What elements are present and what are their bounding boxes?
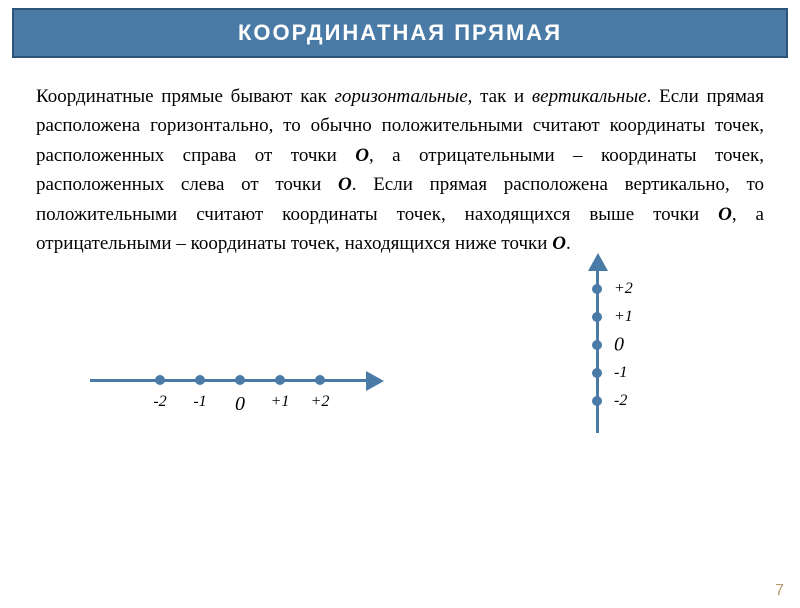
h-axis-point xyxy=(315,375,325,385)
v-axis-label: -1 xyxy=(614,364,627,382)
h-axis-point xyxy=(235,375,245,385)
body-paragraph: Координатные прямые бывают как горизонта… xyxy=(0,58,800,269)
italic-vertical: вертикальные xyxy=(532,86,647,107)
v-axis-point xyxy=(592,284,602,294)
v-axis-point xyxy=(592,368,602,378)
point-O-2: О xyxy=(338,174,352,195)
v-axis-point xyxy=(592,396,602,406)
v-axis-point xyxy=(592,340,602,350)
text-2: , так и xyxy=(468,86,532,107)
point-O-1: О xyxy=(355,145,369,166)
h-axis-point xyxy=(195,375,205,385)
text-1: Координатные прямые бывают как xyxy=(36,86,335,107)
h-axis-point xyxy=(155,375,165,385)
horizontal-axis: -2 -1 0 +1 +2 xyxy=(90,365,390,425)
v-axis-label: -2 xyxy=(614,392,627,410)
vertical-axis: +2 +1 0 -1 -2 xyxy=(580,249,660,439)
page-number: 7 xyxy=(775,582,784,600)
h-axis-label: -2 xyxy=(153,393,166,411)
h-axis-line xyxy=(90,379,370,382)
point-O-4: О xyxy=(552,233,566,254)
h-axis-point xyxy=(275,375,285,385)
italic-horizontal: горизонтальные xyxy=(335,86,468,107)
header-title: КООРДИНАТНАЯ ПРЯМАЯ xyxy=(238,20,562,45)
h-axis-label: +1 xyxy=(271,393,290,411)
v-axis-label: +2 xyxy=(614,280,633,298)
h-axis-arrow-icon xyxy=(366,371,384,391)
v-axis-label: 0 xyxy=(614,333,624,356)
h-axis-label: 0 xyxy=(235,393,245,416)
v-axis-arrow-icon xyxy=(588,253,608,271)
diagrams-area: -2 -1 0 +1 +2 +2 +1 0 -1 -2 xyxy=(0,269,800,449)
h-axis-label: -1 xyxy=(193,393,206,411)
point-O-3: О xyxy=(718,204,732,225)
page-header: КООРДИНАТНАЯ ПРЯМАЯ xyxy=(12,8,788,58)
v-axis-point xyxy=(592,312,602,322)
h-axis-label: +2 xyxy=(311,393,330,411)
text-7: . xyxy=(566,233,571,254)
v-axis-label: +1 xyxy=(614,308,633,326)
